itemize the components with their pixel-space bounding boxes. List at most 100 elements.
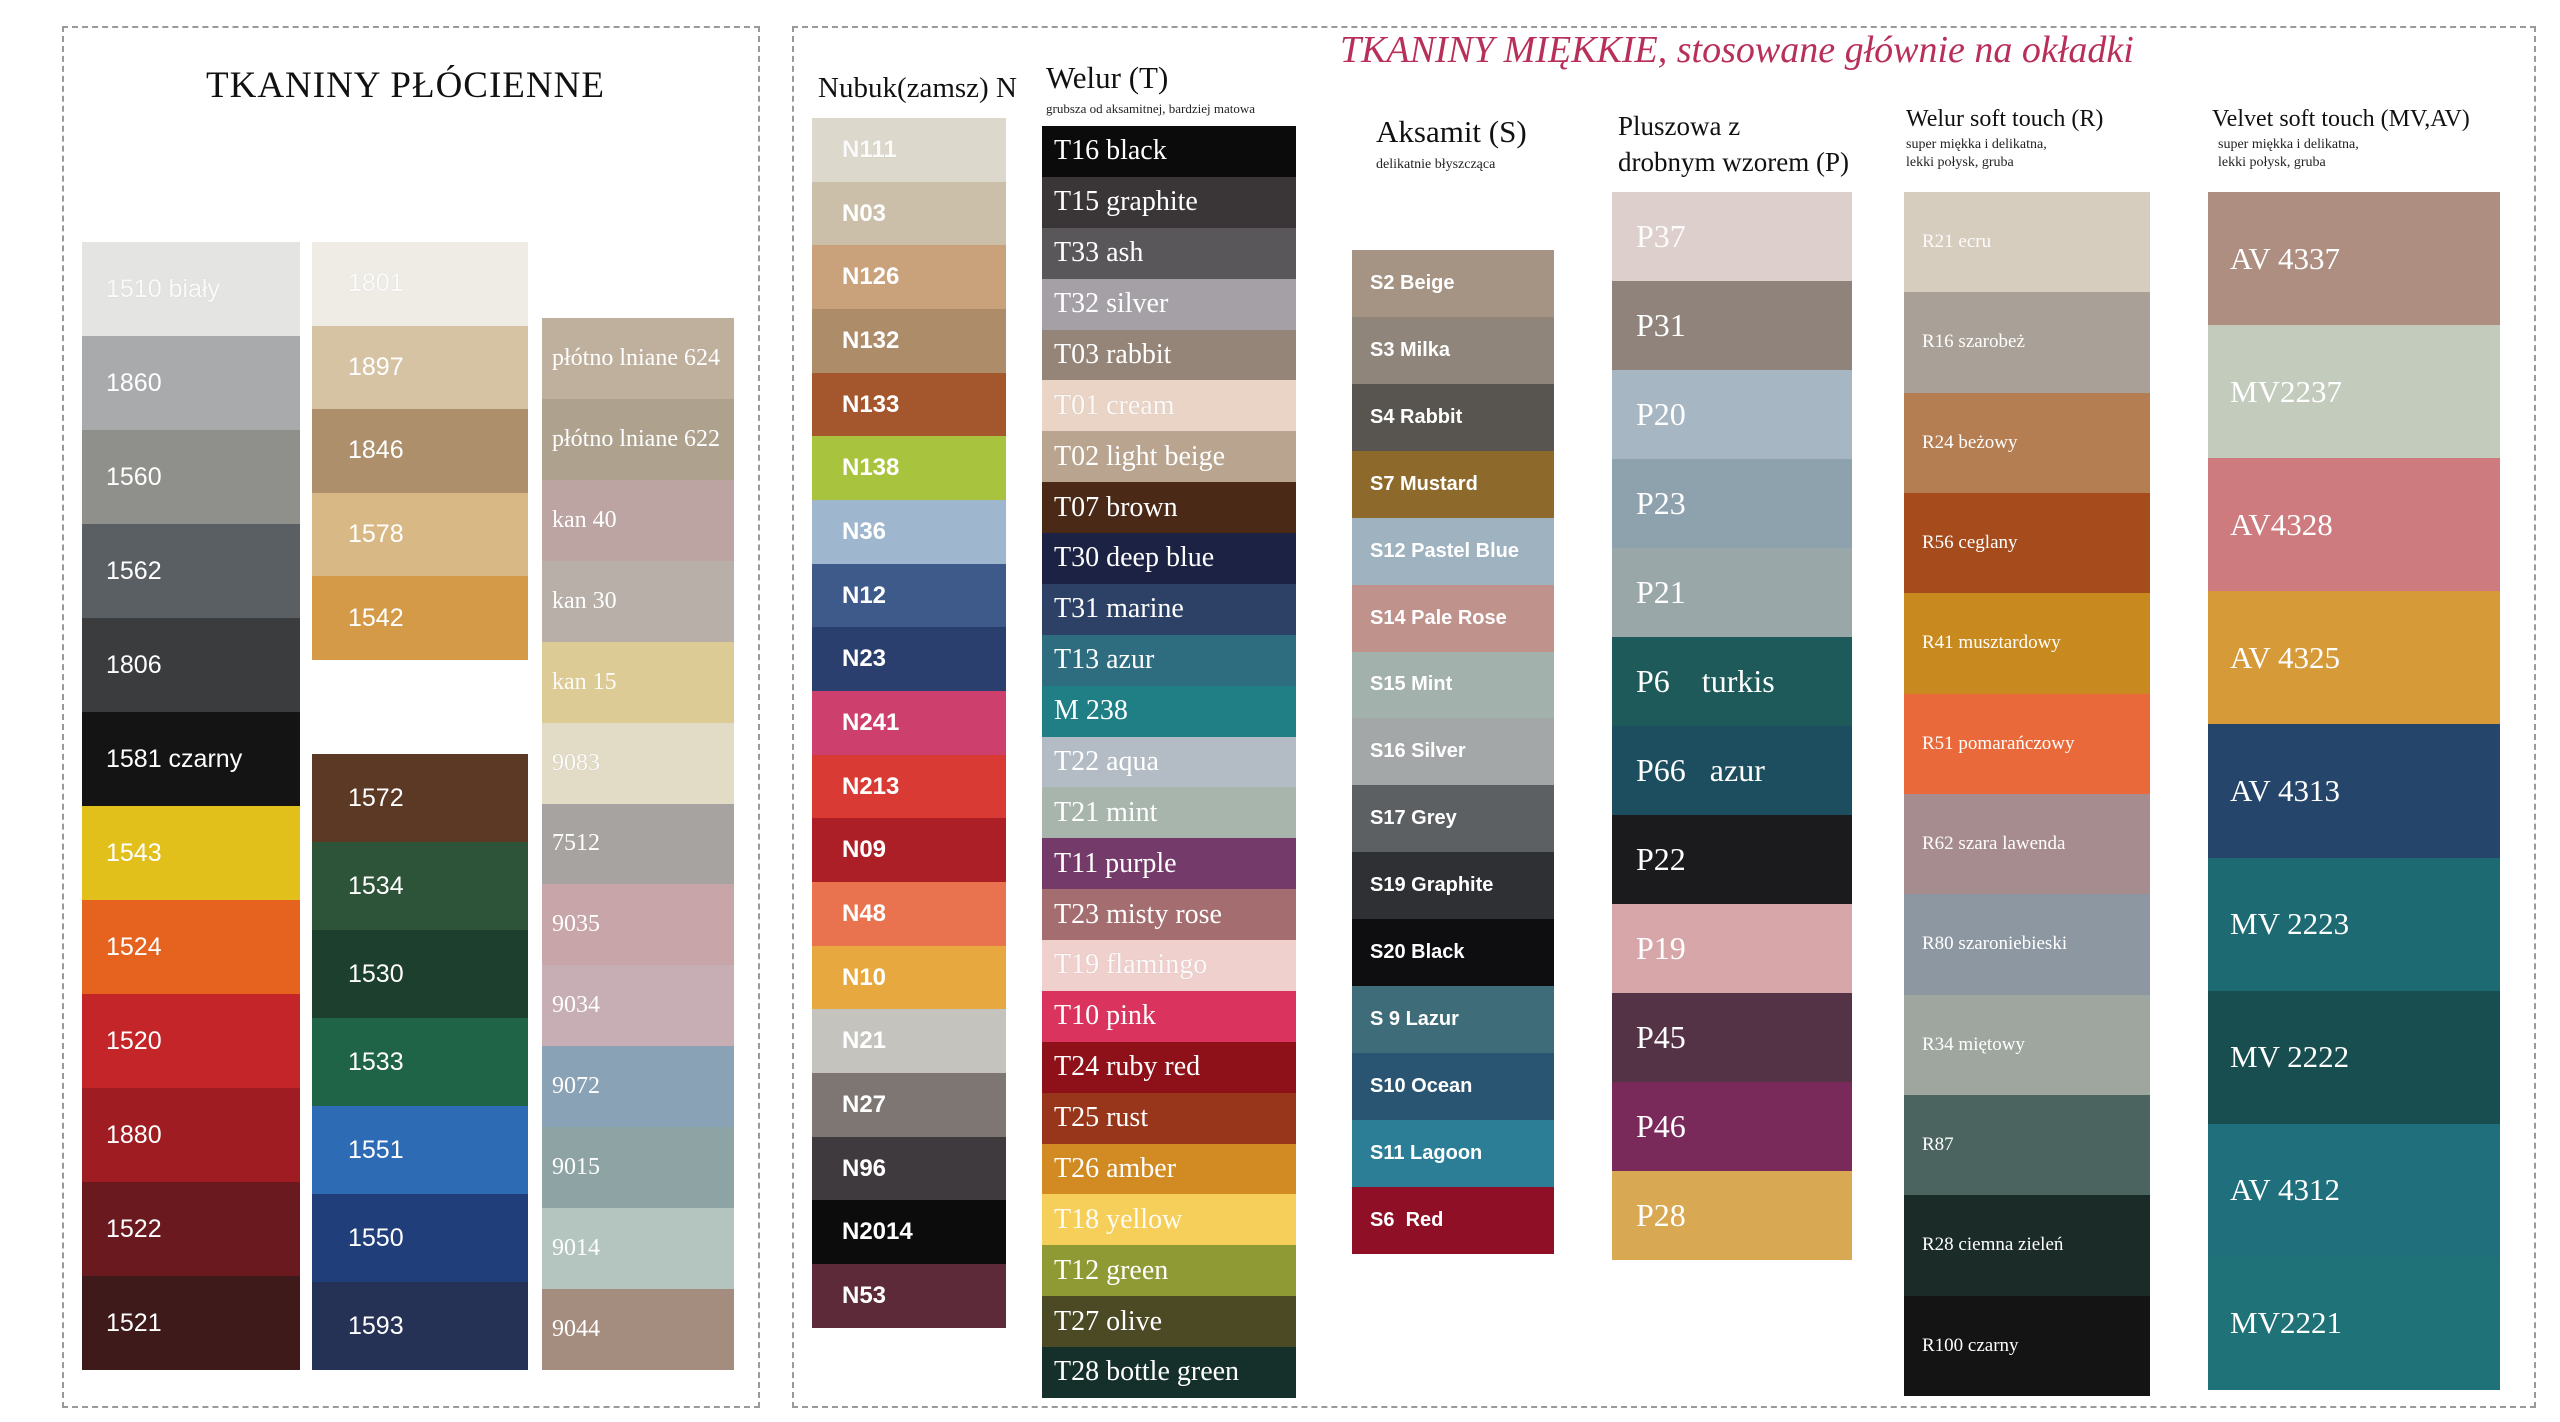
swatch-c3: 9072 [542,1046,734,1128]
swatch-nubuk: N53 [812,1264,1006,1328]
soft-header: Welur soft touch (R) [1906,106,2104,132]
swatch-velvet: AV 4313 [2208,724,2500,858]
swatch-plusz: P46 [1612,1082,1852,1171]
soft-fabrics-title: TKANINY MIĘKKIE, stosowane głównie na ok… [1340,29,2134,71]
swatch-aksamit: S6 Red [1352,1186,1554,1254]
welur-column: T16 black T15 graphite T33 ash T32 silver T0… [1042,126,1296,1398]
swatch-c3: płótno lniane 622 [542,398,734,480]
swatch-aksamit: S 9 Lazur [1352,986,1554,1054]
aksamit-header: Aksamit (S) [1376,114,1527,149]
soft-fabrics-panel [792,26,2536,1408]
swatch-soft: R51 pomarańczowy [1904,693,2150,794]
swatch-welur: T13 azur [1042,634,1296,686]
swatch-welur: T24 ruby red [1042,1041,1296,1093]
welur-header: Welur (T) [1046,60,1169,95]
plain-fabrics-title: TKANINY PŁÓCIENNE [206,65,605,106]
swatch-c2b: 1551 [312,1106,528,1194]
swatch-soft: R41 musztardowy [1904,593,2150,694]
swatch-plusz: P37 [1612,192,1852,281]
swatch-welur: T11 purple [1042,838,1296,890]
swatch-aksamit: S11 Lagoon [1352,1119,1554,1187]
swatch-velvet: MV 2223 [2208,857,2500,991]
swatch-aksamit: S20 Black [1352,919,1554,987]
swatch-plusz: P21 [1612,548,1852,637]
swatch-soft: R100 czarny [1904,1295,2150,1396]
welur-subheader: grubsza od aksamitnej, bardziej matowa [1046,101,1256,116]
swatch-c1: 1521 [82,1276,300,1370]
swatch-soft: R87 [1904,1094,2150,1196]
plain-column-1: 1510 biały 1860 1560 1562 1806 1581 czarny 154… [82,242,300,1370]
velvet-header: Velvet soft touch (MV,AV) [2212,106,2470,132]
swatch-soft: R62 szara lawenda [1904,793,2150,895]
swatch-c1: 1543 [82,806,300,900]
swatch-aksamit: S19 Graphite [1352,852,1554,920]
swatch-velvet: MV 2222 [2208,990,2500,1124]
nubuk-header: Nubuk(zamsz) N [818,72,1017,104]
swatch-c3: kan 30 [542,560,734,642]
swatch-aksamit: S15 Mint [1352,651,1554,719]
swatch-c1: 1510 biały [82,242,300,336]
plain-column-3: płótno lniane 624 płótno lniane 622 kan 40… [542,318,734,1370]
swatch-welur: T23 misty rose [1042,889,1296,940]
swatch-plusz: P66 azur [1612,726,1852,815]
swatch-nubuk: N241 [812,691,1006,755]
swatch-c2b: 1534 [312,842,528,930]
swatch-welur: T18 yellow [1042,1194,1296,1246]
swatch-c3: 9015 [542,1127,734,1209]
swatch-c2b: 1533 [312,1018,528,1106]
velvet-column: AV 4337 MV2237 AV4328 AV 4325 AV 4313 MV 2223… [2208,192,2500,1390]
swatch-welur: T21 mint [1042,787,1296,839]
swatch-soft: R16 szarobeż [1904,292,2150,393]
swatch-welur: T22 aqua [1042,736,1296,788]
swatch-soft: R80 szaroniebieski [1904,894,2150,995]
swatch-welur: T26 amber [1042,1143,1296,1195]
swatch-c2b: 1530 [312,930,528,1018]
aksamit-subheader: delikatnie błyszcząca [1376,157,1496,172]
swatch-c3: kan 40 [542,479,734,561]
plain-column-2-top: 1801 1897 1846 1578 1542 [312,242,528,660]
swatch-welur: T25 rust [1042,1092,1296,1144]
swatch-welur: T10 pink [1042,990,1296,1042]
swatch-aksamit: S7 Mustard [1352,450,1554,518]
swatch-c2a: 1542 [312,576,528,660]
swatch-welur: T02 light beige [1042,431,1296,483]
swatch-welur: T31 marine [1042,583,1296,635]
swatch-c2a: 1578 [312,492,528,577]
swatch-welur: T01 cream [1042,380,1296,432]
swatch-c1: 1524 [82,900,300,994]
swatch-nubuk: N10 [812,945,1006,1010]
swatch-soft: R34 miętowy [1904,994,2150,1095]
swatch-nubuk: N2014 [812,1200,1006,1265]
swatch-welur: T07 brown [1042,482,1296,533]
swatch-welur: T32 silver [1042,278,1296,330]
swatch-nubuk: N09 [812,818,1006,883]
swatch-aksamit: S17 Grey [1352,785,1554,853]
nubuk-column: N111 N03 N126 N132 N133 N138 N36 N12 N23 N241 N213… [812,118,1006,1328]
soft-column: R21 ecru R16 szarobeż R24 beżowy R56 ceglan… [1904,192,2150,1396]
plusz-header: Pluszowa z drobnym wzorem (P) [1618,111,1849,177]
swatch-plusz: P19 [1612,904,1852,993]
swatch-welur: T28 bottle green [1042,1347,1296,1398]
swatch-aksamit: S12 Pastel Blue [1352,517,1554,585]
swatch-welur: T27 olive [1042,1296,1296,1347]
swatch-nubuk: N12 [812,563,1006,628]
swatch-welur: M 238 [1042,685,1296,737]
swatch-nubuk: N133 [812,372,1006,437]
velvet-subheader: super miękka i delikatna, lekki połysk, … [2218,137,2359,170]
swatch-plusz: P28 [1612,1171,1852,1260]
swatch-plusz: P22 [1612,815,1852,904]
plain-column-2-bottom: 1572 1534 1530 1533 1551 1550 1593 [312,754,528,1370]
swatch-c1: 1806 [82,618,300,712]
swatch-c1: 1581 czarny [82,712,300,806]
swatch-welur: T33 ash [1042,227,1296,279]
swatch-c3: 9034 [542,965,734,1047]
swatch-c2a: 1801 [312,242,528,326]
swatch-c3: 9083 [542,722,734,804]
swatch-soft: R21 ecru [1904,192,2150,293]
swatch-c1: 1520 [82,994,300,1088]
swatch-c1: 1522 [82,1182,300,1276]
swatch-nubuk: N111 [812,118,1006,182]
swatch-soft: R24 beżowy [1904,392,2150,493]
swatch-welur: T16 black [1042,126,1296,177]
swatch-welur: T15 graphite [1042,176,1296,228]
